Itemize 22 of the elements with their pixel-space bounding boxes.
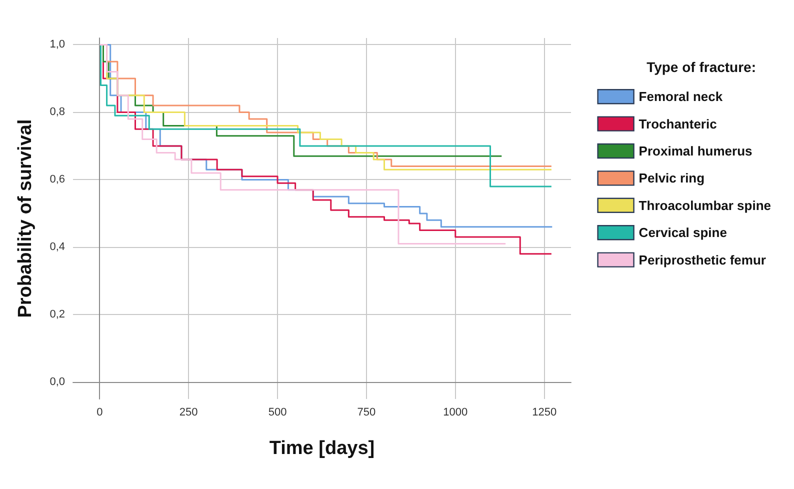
legend-title: Type of fracture:: [646, 59, 756, 75]
legend-label: Throacolumbar spine: [638, 198, 772, 213]
legend-label: Trochanteric: [638, 116, 717, 132]
y-tick-label: 0,4: [50, 241, 65, 254]
y-tick-label: 0,8: [50, 106, 65, 118]
y-tick-label: 1,0: [50, 38, 65, 51]
legend-label: Cervical spine: [638, 225, 727, 240]
y-axis-title: Probability of survival: [15, 119, 36, 318]
legend-label: Femoral neck: [638, 89, 724, 104]
legend-label: Periprosthetic femur: [638, 252, 766, 268]
legend-label: Pelvic ring: [638, 170, 705, 186]
x-tick-label: 1250: [532, 406, 557, 418]
x-tick-label: 1000: [443, 406, 468, 418]
x-tick-label: 0: [96, 406, 103, 418]
y-tick-label: 0,6: [50, 174, 65, 186]
x-tick-label: 750: [357, 406, 376, 418]
y-tick-label: 0,2: [50, 308, 65, 321]
x-axis-title: Time [days]: [269, 438, 375, 459]
y-tick-label: 0,0: [50, 376, 65, 388]
legend-label: Proximal humerus: [638, 144, 752, 158]
x-tick-label: 250: [179, 406, 198, 418]
x-tick-label: 500: [268, 406, 287, 418]
